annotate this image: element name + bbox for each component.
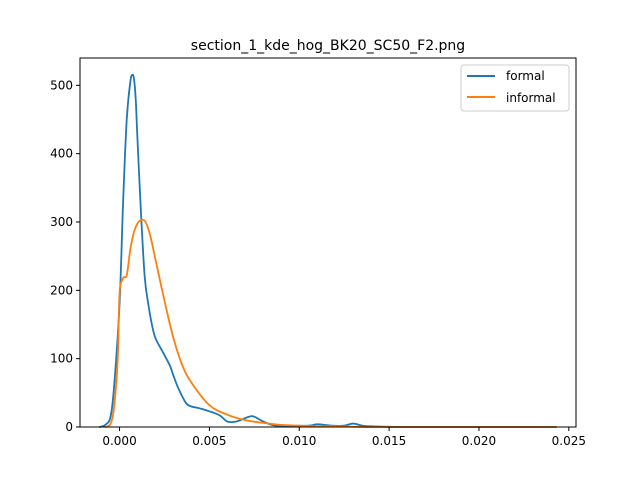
y-axis: 0 100 200 300 400 500 bbox=[50, 78, 80, 434]
x-tick-label: 0.000 bbox=[102, 434, 136, 448]
chart-title: section_1_kde_hog_BK20_SC50_F2.png bbox=[191, 38, 465, 54]
legend-label-formal: formal bbox=[506, 69, 545, 83]
x-tick-label: 0.010 bbox=[282, 434, 316, 448]
y-tick-label: 500 bbox=[50, 78, 73, 92]
y-tick-label: 400 bbox=[50, 147, 73, 161]
x-tick-label: 0.020 bbox=[462, 434, 496, 448]
plot-frame bbox=[79, 57, 577, 428]
x-tick-label: 0.025 bbox=[552, 434, 586, 448]
y-tick-label: 200 bbox=[50, 283, 73, 297]
x-axis: 0.000 0.005 0.010 0.015 0.020 0.025 bbox=[102, 427, 586, 448]
y-tick-label: 0 bbox=[65, 420, 73, 434]
series-layer bbox=[98, 73, 558, 428]
x-tick-label: 0.005 bbox=[192, 434, 226, 448]
legend: formal informal bbox=[460, 64, 570, 112]
series-line-informal bbox=[104, 218, 558, 428]
x-tick-label: 0.015 bbox=[372, 434, 406, 448]
y-tick-label: 100 bbox=[50, 352, 73, 366]
y-tick-label: 300 bbox=[50, 215, 73, 229]
legend-label-informal: informal bbox=[506, 91, 556, 105]
